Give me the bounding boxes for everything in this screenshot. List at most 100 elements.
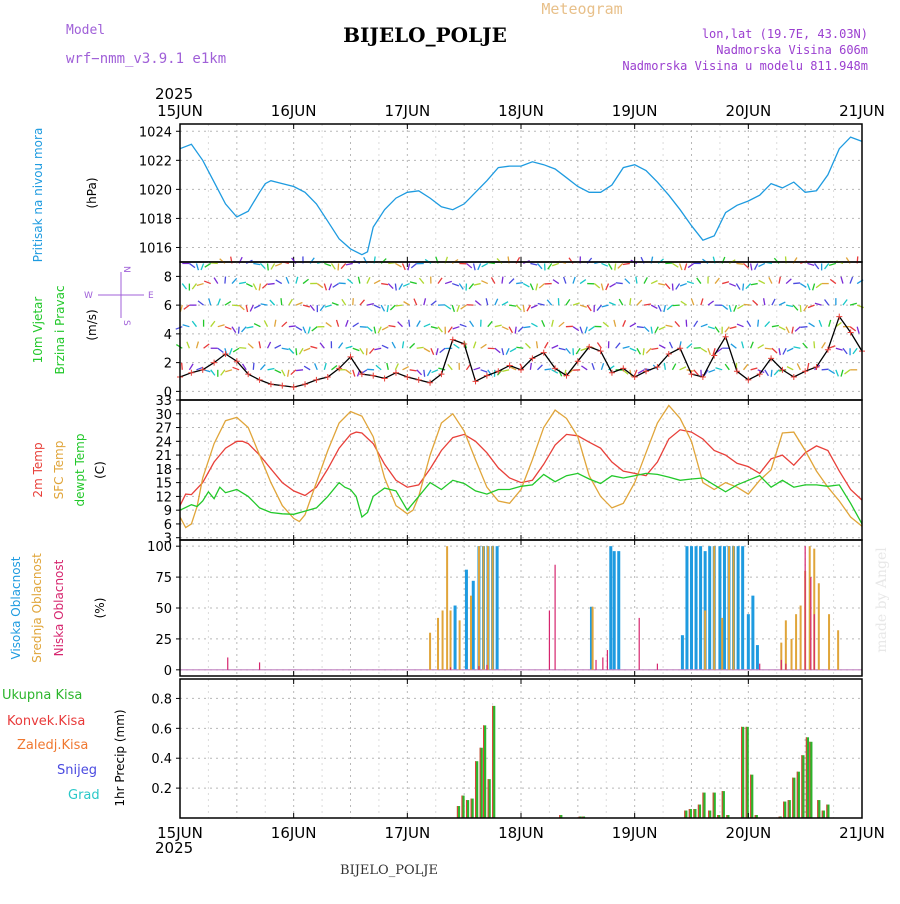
bar-precip-conv — [722, 791, 723, 818]
ytick-label: 0 — [164, 664, 172, 679]
bar-precip-conv — [466, 800, 467, 818]
wind-barb — [597, 305, 601, 310]
wind-barb — [685, 263, 687, 270]
wind-barb — [545, 369, 552, 370]
wind-barb — [755, 263, 758, 269]
wind-barb — [722, 282, 729, 284]
panel-frame — [180, 124, 862, 262]
wind-barb — [502, 348, 504, 355]
wind-barb — [233, 348, 239, 352]
wind-barb — [225, 277, 226, 284]
bar-cloud — [592, 607, 594, 670]
bar-cloud — [454, 606, 457, 670]
wind-barb — [481, 370, 488, 372]
wind-barb — [594, 284, 599, 288]
bar-precip-conv — [788, 800, 789, 818]
model-name: wrf−nmm_v3.9.1 e1km — [66, 51, 226, 67]
bar-cloud — [492, 546, 494, 670]
wind-barb — [261, 304, 268, 305]
bar-precip-conv — [475, 761, 476, 818]
wind-barb — [666, 325, 673, 326]
wind-barb — [232, 327, 236, 333]
precip-legend-snow: Snijeg — [57, 763, 97, 778]
wind-barb — [403, 367, 409, 370]
wind-barb — [592, 363, 594, 370]
wind-barb — [268, 342, 271, 348]
ytick-label: 0.2 — [151, 782, 172, 797]
ytick-label: 0.4 — [151, 752, 172, 767]
bar-precip-conv — [809, 742, 810, 818]
bar-cloud — [470, 596, 472, 670]
wind-barb — [589, 327, 595, 331]
bar-cloud — [657, 664, 658, 670]
wind-barb — [841, 370, 843, 377]
wind-barb — [725, 327, 729, 333]
wind-barb — [758, 345, 764, 349]
wind-barb — [779, 348, 780, 355]
ytick-label: 24 — [155, 435, 172, 450]
wind-barb — [282, 348, 289, 349]
wind-barb — [275, 320, 276, 327]
wind-barb — [184, 305, 190, 309]
wind-barb — [358, 277, 359, 284]
wind-barb — [469, 284, 473, 289]
wind-barb — [787, 348, 793, 351]
station-title: BIJELO_POLJE — [343, 23, 507, 47]
wind-barb — [271, 263, 275, 269]
wind-barb — [324, 363, 326, 370]
bar-cloud — [759, 664, 760, 670]
wind-barb — [346, 346, 353, 348]
wind-barb — [367, 327, 372, 332]
wind-barb — [410, 282, 417, 284]
wind-barb — [197, 284, 204, 286]
wind-barb — [495, 299, 498, 305]
wind-barb — [537, 341, 538, 348]
wind-barb — [779, 277, 780, 284]
bar-cloud — [442, 610, 444, 669]
wind-barb — [424, 324, 430, 327]
wind-barb — [481, 344, 487, 348]
wind-point — [791, 374, 797, 380]
wind-barb — [616, 343, 620, 348]
bar-precip-conv — [801, 755, 802, 818]
wind-barb — [744, 364, 748, 370]
wind-barb — [211, 370, 215, 376]
wind-barb — [708, 348, 710, 355]
wind-barb — [807, 363, 808, 370]
wind-barb — [192, 284, 196, 290]
cloud-unit: (%) — [93, 598, 107, 619]
wind-barb — [601, 363, 603, 370]
wind-barb — [597, 343, 601, 349]
bar-precip-conv — [684, 811, 685, 818]
wind-barb — [637, 348, 641, 354]
wind-barb — [333, 284, 339, 288]
bar-precip-conv — [783, 802, 784, 818]
wind-barb — [614, 320, 616, 327]
wind-barb — [688, 263, 694, 267]
elevation-label: Nadmorska Visina 606m — [716, 43, 868, 57]
wind-barb — [461, 305, 467, 309]
wind-barb — [466, 364, 470, 370]
bar-cloud — [704, 610, 706, 669]
wind-barb — [636, 277, 637, 284]
precip-legend-grad: Grad — [68, 788, 100, 803]
wind-barb — [495, 348, 500, 352]
wind-point — [450, 337, 456, 343]
wind-barb — [303, 279, 309, 283]
wind-barb — [329, 284, 331, 291]
wind-barb — [403, 284, 409, 287]
wind-barb — [518, 327, 523, 332]
wind-barb — [409, 320, 410, 327]
wind-barb — [221, 370, 225, 376]
wind-barb — [248, 344, 253, 349]
wind-barb — [822, 342, 826, 348]
wind-barb — [448, 327, 452, 333]
wind-barb — [414, 299, 417, 305]
wind-barb — [664, 363, 665, 370]
bar-precip-conv — [797, 772, 798, 818]
ytick-label: 50 — [155, 602, 172, 617]
wind-barb — [381, 305, 384, 311]
wind-barb — [819, 320, 822, 327]
wind-barb — [715, 368, 722, 370]
bar-cloud — [785, 664, 786, 670]
